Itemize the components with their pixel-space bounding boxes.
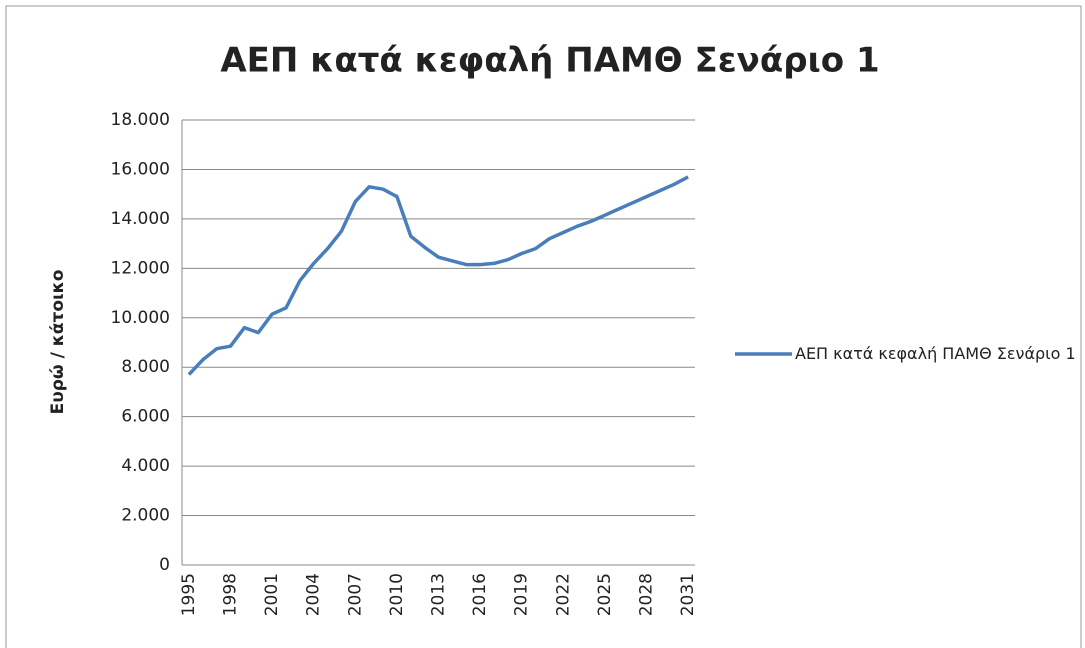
x-tick-label: 1995 (179, 573, 199, 616)
x-tick-label: 2010 (387, 573, 407, 616)
y-tick-label: 16.000 (111, 159, 170, 179)
x-tick-label: 2007 (345, 573, 365, 616)
y-axis-label: Ευρώ / κάτοικο (48, 270, 68, 415)
y-tick-label: 4.000 (121, 456, 170, 476)
chart-title: ΑΕΠ κατά κεφαλή ΠΑΜΘ Σενάριο 1 (220, 41, 879, 81)
y-tick-label: 18.000 (111, 110, 170, 130)
x-tick-label: 2004 (304, 573, 324, 616)
y-tick-label: 2.000 (121, 506, 170, 526)
y-tick-label: 8.000 (121, 357, 170, 377)
chart-frame (5, 5, 1082, 648)
y-tick-label: 10.000 (111, 308, 170, 328)
y-tick-label: 12.000 (111, 258, 170, 278)
x-tick-label: 1998 (221, 573, 241, 616)
series-line (187, 175, 689, 376)
x-tick-label: 2025 (595, 573, 615, 616)
x-tick-label: 2019 (512, 573, 532, 616)
x-tick-label: 2022 (553, 573, 573, 616)
y-tick-label: 6.000 (121, 407, 170, 427)
x-tick-label: 2013 (429, 573, 449, 616)
y-tick-label: 0 (159, 555, 170, 575)
x-tick-label: 2028 (636, 573, 656, 616)
x-tick-label: 2016 (470, 573, 490, 616)
legend-label: ΑΕΠ κατά κεφαλή ΠΑΜΘ Σενάριο 1 (795, 344, 1076, 363)
x-tick-label: 2001 (262, 573, 282, 616)
y-tick-label: 14.000 (111, 209, 170, 229)
x-tick-label: 2031 (678, 573, 698, 616)
